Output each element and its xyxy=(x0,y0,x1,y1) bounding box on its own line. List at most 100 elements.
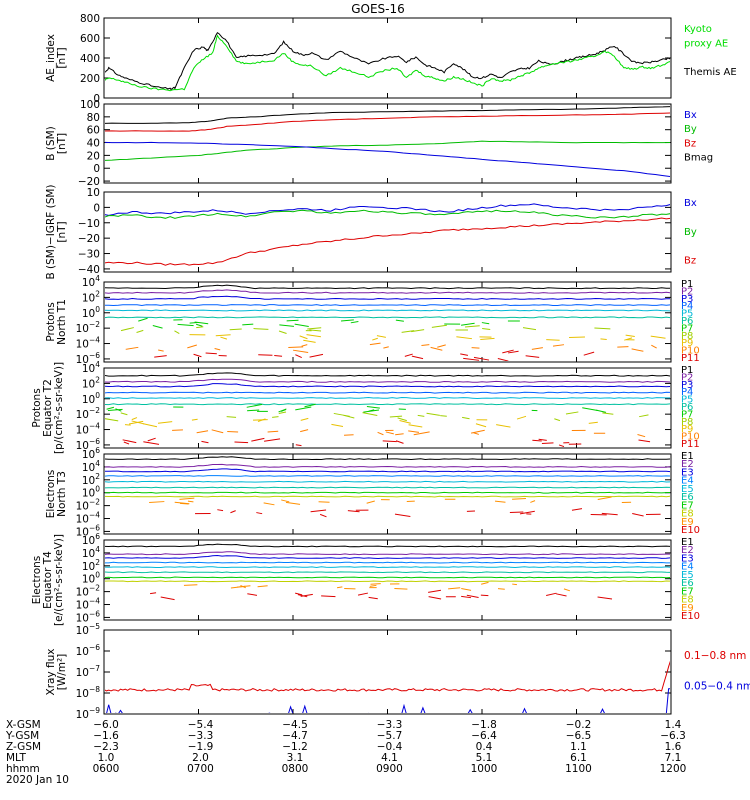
channel-segment-e10 xyxy=(394,513,411,517)
channel-segment-e10 xyxy=(310,509,327,513)
channel-segment-p11 xyxy=(295,444,302,447)
channel-label-p5: P5 xyxy=(681,395,693,406)
channel-segment-p10 xyxy=(385,431,394,435)
channel-segment-p7 xyxy=(177,323,194,327)
channel-segment-p8 xyxy=(174,330,180,335)
channel-segment-e9 xyxy=(230,585,246,589)
channel-segment-p9 xyxy=(257,418,266,422)
legend-entry: 0.05−0.4 nm xyxy=(684,681,750,693)
channel-trace-p2 xyxy=(105,289,670,294)
channel-segment-p11 xyxy=(205,352,217,355)
channel-segment-p8 xyxy=(554,418,561,422)
time-axis-footer: X-GSM −6.0 −5.4 −4.5 −3.3 −1.8 −0.2 1.4 Y-GSM −1.… xyxy=(5,719,686,786)
channel-segment-e10 xyxy=(357,592,369,596)
channel-segment-e9 xyxy=(183,584,198,586)
y-tick-label: 106 xyxy=(82,532,100,547)
channel-label-e6: E6 xyxy=(681,492,694,503)
y-axis-label: AE_index[nT] xyxy=(45,34,68,82)
channel-segment-p9 xyxy=(303,339,316,343)
channel-segment-p10 xyxy=(187,344,197,349)
channel-segment-p11 xyxy=(143,441,160,445)
channel-segment-p10 xyxy=(637,434,646,438)
channel-label-p2: P2 xyxy=(681,286,693,297)
footer-value: −6.0 xyxy=(93,719,119,731)
channel-label-e8: E8 xyxy=(681,595,694,606)
y-axis-label-line: AE_index xyxy=(45,34,57,82)
channel-segment-p10 xyxy=(430,346,443,351)
footer-value: 1.4 xyxy=(665,719,682,731)
y-tick-label: 10−2 xyxy=(76,498,101,513)
channel-segment-p10 xyxy=(172,429,183,431)
panel-bigrf: −40 −30 −20 −10 0 10 B (SM)−IGRF (SM)[nT] Bx By B… xyxy=(45,184,697,279)
channel-segment-p8 xyxy=(426,412,440,416)
y-tick-label: 102 xyxy=(82,558,100,573)
series-bmag-line xyxy=(105,106,670,124)
channel-segment-p8 xyxy=(309,329,322,332)
y-axis-label-line: Equator T4 xyxy=(42,551,54,609)
channel-trace-e5 xyxy=(105,480,670,483)
channel-segment-e9 xyxy=(187,500,194,503)
channel-label-p11: P11 xyxy=(681,439,700,450)
channel-label-p11: P11 xyxy=(681,353,700,364)
y-axis-label-line: Equator T2 xyxy=(42,379,54,437)
channel-segment-p11 xyxy=(532,439,542,442)
channel-segment-p11 xyxy=(541,442,554,444)
channel-segment-p11 xyxy=(502,349,514,354)
channel-label-p10: P10 xyxy=(681,346,700,357)
footer-value: 0800 xyxy=(282,763,309,775)
channel-segment-e9 xyxy=(481,581,489,585)
y-tick-label: 102 xyxy=(82,472,100,487)
channel-segment-p7 xyxy=(341,319,354,322)
y-axis-label-line: [nT] xyxy=(56,47,68,68)
channel-segment-p8 xyxy=(389,415,403,418)
channel-segment-p7 xyxy=(286,319,299,322)
channel-segment-p11 xyxy=(525,355,540,358)
channel-segment-e10 xyxy=(519,510,535,515)
channel-label-e9: E9 xyxy=(681,603,694,614)
series-themis-ae-line xyxy=(105,32,670,91)
y-tick-label: 10−4 xyxy=(76,597,101,612)
channel-segment-e10 xyxy=(319,513,327,518)
channel-trace-p1 xyxy=(105,284,670,290)
y-tick-label: 60 xyxy=(87,125,100,137)
channel-segment-p10 xyxy=(473,432,480,435)
y-tick-label: 10−6 xyxy=(76,437,101,452)
y-tick-label: 80 xyxy=(87,112,100,124)
channel-trace-e2 xyxy=(105,463,670,468)
channel-segment-p8 xyxy=(196,326,204,329)
y-tick-label: 800 xyxy=(80,13,100,25)
panel-traces xyxy=(105,203,670,266)
channel-label-p8: P8 xyxy=(681,417,693,428)
y-tick-label: 400 xyxy=(80,53,100,65)
footer-row-label: Y-GSM xyxy=(5,730,39,742)
footer-value: 3.1 xyxy=(287,752,304,764)
channel-label-p9: P9 xyxy=(681,338,693,349)
channel-segment-p11 xyxy=(583,351,595,356)
panel-traces xyxy=(105,456,670,518)
series-bx-line xyxy=(105,141,670,177)
y-tick-label: 104 xyxy=(82,360,100,375)
footer-value: −1.9 xyxy=(188,741,214,753)
channel-trace-p3 xyxy=(105,295,670,300)
series-by-line xyxy=(105,140,670,161)
channel-segment-p10 xyxy=(125,346,139,350)
channel-trace-p4 xyxy=(105,391,670,394)
y-tick-label: 100 xyxy=(82,571,100,586)
channel-label-e2: E2 xyxy=(681,459,694,470)
y-tick-label: 10−2 xyxy=(76,584,101,599)
channel-segment-p8 xyxy=(440,415,447,417)
channel-segment-p9 xyxy=(624,337,633,341)
channel-segment-e9 xyxy=(281,499,290,503)
channel-segment-p8 xyxy=(397,417,407,422)
channel-segment-p8 xyxy=(411,329,425,333)
series-bz-line xyxy=(105,112,670,132)
channel-segment-p9 xyxy=(331,423,344,427)
channel-segment-e10 xyxy=(247,593,258,596)
channel-segment-p10 xyxy=(301,344,308,347)
panel-ae: 0 200 400 600 800 AE_index[nT] Kyoto proxy AE Th… xyxy=(45,13,737,105)
footer-value: −6.4 xyxy=(471,730,497,742)
footer-value: 0600 xyxy=(93,763,120,775)
channel-segment-e9 xyxy=(179,502,189,505)
